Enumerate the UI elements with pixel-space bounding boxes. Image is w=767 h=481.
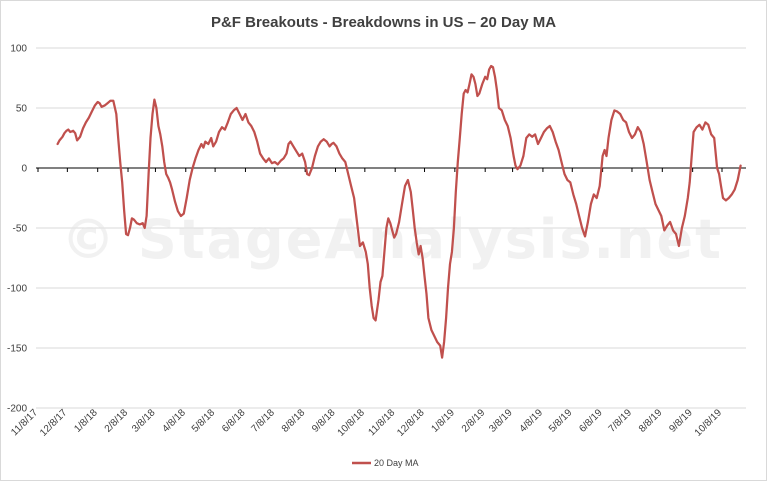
y-tick-label: 50 [16,104,28,115]
x-tick-label: 4/8/18 [160,407,188,435]
y-tick-label: 100 [10,44,27,55]
x-tick-label: 2/8/19 [460,407,488,435]
x-tick-label: 9/8/19 [667,407,695,435]
y-tick-label: -50 [13,224,28,235]
x-tick-label: 1/8/18 [72,407,100,435]
x-tick-label: 10/8/18 [336,407,368,439]
x-tick-label: 12/8/18 [395,407,427,439]
x-tick-label: 10/8/19 [693,407,725,439]
watermark-text: © StageAnalysis.net [61,208,723,271]
x-tick-label: 9/8/18 [310,407,338,435]
x-tick-label: 8/8/18 [280,407,308,435]
x-tick-label: 5/8/18 [190,407,218,435]
legend: 20 Day MA [352,458,419,468]
x-tick-label: 6/8/18 [220,407,248,435]
x-tick-label: 4/8/19 [518,407,546,435]
x-axis [36,167,746,172]
y-tick-label: 0 [21,164,27,175]
x-tick-label: 5/8/19 [547,407,575,435]
legend-label: 20 Day MA [374,458,419,468]
x-tick-label: 2/8/18 [103,407,131,435]
x-tick-label: 3/8/19 [487,407,515,435]
x-tick-label: 12/8/17 [38,407,70,439]
x-tick-label: 6/8/19 [577,407,605,435]
y-tick-label: -150 [7,344,27,355]
y-tick-label: -200 [7,404,27,415]
chart-title: P&F Breakouts - Breakdowns in US – 20 Da… [210,14,557,31]
x-tick-label: 7/8/19 [607,407,635,435]
y-axis-ticks: 100 50 0 -50 -100 -150 -200 [7,44,27,415]
x-tick-label: 11/8/18 [366,407,397,438]
x-tick-label: 3/8/18 [130,407,158,435]
x-tick-label: 7/8/18 [249,407,277,435]
x-tick-label: 8/8/19 [637,407,665,435]
x-tick-label: 1/8/19 [430,407,458,435]
series-line [56,64,742,359]
series-layer [56,64,742,359]
y-tick-label: -100 [7,284,27,295]
